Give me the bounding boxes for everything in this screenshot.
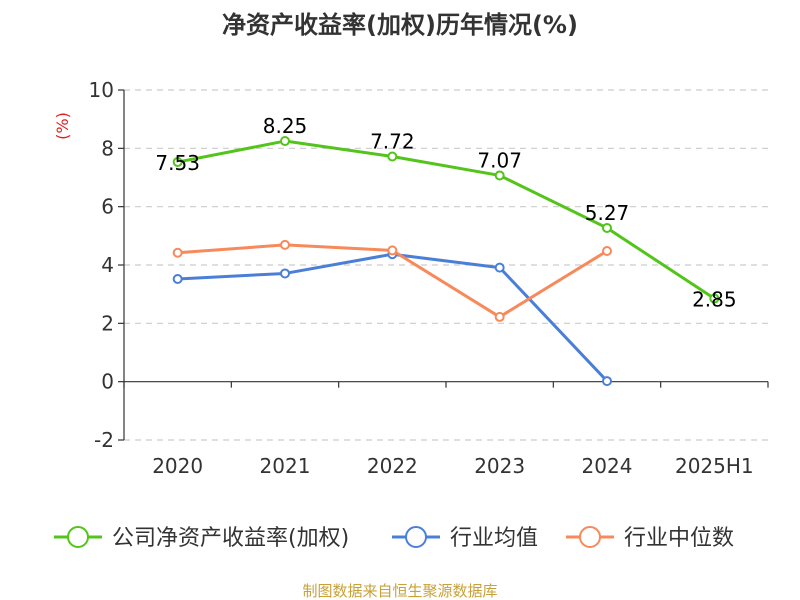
data-label: 5.27 bbox=[585, 201, 630, 225]
y-tick-label: 2 bbox=[101, 311, 114, 335]
legend-marker-icon bbox=[579, 526, 601, 548]
data-point bbox=[280, 239, 290, 250]
y-tick-label: 0 bbox=[101, 370, 114, 394]
data-labels: 7.53 8.25 7.72 7.07 5.27 2.85 bbox=[155, 114, 736, 311]
y-tick-label: 8 bbox=[101, 136, 114, 160]
legend-marker-icon bbox=[67, 526, 89, 548]
data-label: 8.25 bbox=[263, 114, 308, 138]
grid-lines bbox=[124, 89, 768, 441]
data-label: 7.53 bbox=[155, 151, 200, 175]
data-point bbox=[387, 151, 398, 162]
legend-label: 公司净资产收益率(加权) bbox=[112, 526, 349, 551]
data-label: 7.72 bbox=[370, 130, 415, 154]
legend-label: 行业均值 bbox=[450, 526, 538, 551]
data-point bbox=[172, 274, 183, 284]
x-tick-label: 2023 bbox=[474, 454, 525, 478]
legend-marker-icon bbox=[405, 526, 427, 548]
x-tick-label: 2022 bbox=[367, 454, 418, 478]
legend: 公司净资产收益率(加权) 行业均值 行业中位数 bbox=[54, 526, 734, 551]
data-point bbox=[387, 245, 398, 256]
y-tick-label: 6 bbox=[101, 195, 114, 219]
data-point bbox=[602, 222, 612, 233]
data-point bbox=[602, 376, 612, 387]
source-note: 制图数据来自恒生聚源数据库 bbox=[302, 582, 497, 600]
data-point bbox=[172, 157, 183, 168]
chart-title: 净资产收益率(加权)历年情况(%) bbox=[222, 11, 578, 39]
data-point bbox=[494, 311, 505, 322]
data-point bbox=[494, 262, 505, 273]
data-label: 2.85 bbox=[692, 288, 737, 312]
series-line bbox=[177, 252, 609, 383]
series-line bbox=[177, 139, 716, 300]
data-point bbox=[280, 136, 290, 147]
data-label: 7.07 bbox=[477, 148, 522, 172]
x-tick-label: 2020 bbox=[152, 454, 203, 478]
data-point bbox=[172, 247, 183, 258]
x-tick-label: 2025H1 bbox=[675, 454, 754, 478]
axes: -2 0 2 4 6 8 10 2020 2021 2022 2023 2024 2025H1 bbox=[89, 78, 769, 478]
data-point bbox=[494, 170, 505, 181]
x-tick-label: 2024 bbox=[582, 454, 633, 478]
x-tick-label: 2021 bbox=[260, 454, 311, 478]
series-lines bbox=[172, 136, 720, 387]
data-point bbox=[602, 246, 612, 256]
legend-label: 行业中位数 bbox=[624, 526, 734, 551]
data-point bbox=[280, 268, 290, 279]
data-point bbox=[709, 293, 720, 304]
y-axis-unit-label: (%) bbox=[53, 112, 72, 140]
y-tick-label: -2 bbox=[94, 428, 114, 452]
y-tick-label: 10 bbox=[89, 78, 114, 102]
y-tick-label: 4 bbox=[101, 253, 114, 277]
